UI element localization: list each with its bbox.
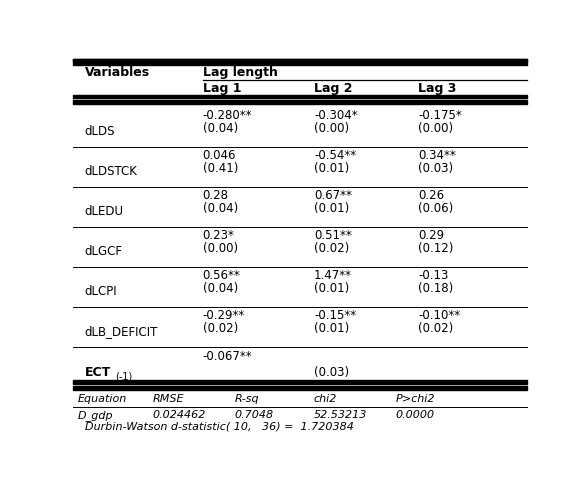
Text: -0.10**: -0.10** xyxy=(418,310,461,322)
Text: (0.04): (0.04) xyxy=(203,122,238,135)
Text: D_gdp: D_gdp xyxy=(78,410,114,421)
Text: 0.046: 0.046 xyxy=(203,149,236,162)
Text: (0.02): (0.02) xyxy=(418,322,454,335)
Text: Lag 1: Lag 1 xyxy=(203,81,241,95)
Text: (0.01): (0.01) xyxy=(314,322,349,335)
Text: (0.03): (0.03) xyxy=(418,162,454,174)
Text: (0.02): (0.02) xyxy=(314,242,349,255)
Text: (0.01): (0.01) xyxy=(314,162,349,174)
Text: (0.06): (0.06) xyxy=(418,202,454,215)
Text: ECT: ECT xyxy=(84,367,111,379)
Text: dLGCF: dLGCF xyxy=(84,245,122,258)
Text: 0.29: 0.29 xyxy=(418,229,445,243)
Text: 0.51**: 0.51** xyxy=(314,229,352,243)
Text: (0.01): (0.01) xyxy=(314,282,349,295)
Text: (-1): (-1) xyxy=(115,372,133,382)
Text: Variables: Variables xyxy=(84,66,150,79)
Text: 0.34**: 0.34** xyxy=(418,149,456,162)
Text: 1.47**: 1.47** xyxy=(314,270,352,282)
Text: (0.03): (0.03) xyxy=(314,367,349,379)
Text: dLB_DEFICIT: dLB_DEFICIT xyxy=(84,325,158,338)
Text: Equation: Equation xyxy=(78,394,127,404)
Text: 0.23*: 0.23* xyxy=(203,229,234,243)
Bar xyxy=(73,100,527,104)
Text: 0.56**: 0.56** xyxy=(203,270,240,282)
Text: (0.04): (0.04) xyxy=(203,202,238,215)
Text: (0.00): (0.00) xyxy=(418,122,454,135)
Text: Lag length: Lag length xyxy=(203,66,278,79)
Text: dLDS: dLDS xyxy=(84,124,115,138)
Text: (0.18): (0.18) xyxy=(418,282,454,295)
Text: 0.67**: 0.67** xyxy=(314,189,352,202)
Text: 0.28: 0.28 xyxy=(203,189,229,202)
Text: -0.280**: -0.280** xyxy=(203,109,252,122)
Text: 0.0000: 0.0000 xyxy=(396,410,435,420)
Text: dLDSTCK: dLDSTCK xyxy=(84,165,138,178)
Text: -0.067**: -0.067** xyxy=(203,349,253,363)
Text: P>chi2: P>chi2 xyxy=(396,394,435,404)
Bar xyxy=(73,59,527,61)
Text: -0.13: -0.13 xyxy=(418,270,449,282)
Text: 0.26: 0.26 xyxy=(418,189,445,202)
Bar xyxy=(73,95,527,98)
Text: 0.7048: 0.7048 xyxy=(234,410,274,420)
Text: Lag 2: Lag 2 xyxy=(314,81,352,95)
Text: dLCPI: dLCPI xyxy=(84,285,117,298)
Bar xyxy=(73,380,527,384)
Text: -0.29**: -0.29** xyxy=(203,310,245,322)
Text: chi2: chi2 xyxy=(314,394,338,404)
Text: RMSE: RMSE xyxy=(153,394,184,404)
Bar xyxy=(73,386,527,390)
Bar xyxy=(73,59,527,65)
Text: (0.41): (0.41) xyxy=(203,162,238,174)
Text: (0.02): (0.02) xyxy=(203,322,238,335)
Text: Durbin-Watson d-statistic( 10,   36) =  1.720384: Durbin-Watson d-statistic( 10, 36) = 1.7… xyxy=(84,421,353,431)
Text: (0.01): (0.01) xyxy=(314,202,349,215)
Text: (0.04): (0.04) xyxy=(203,282,238,295)
Text: R-sq: R-sq xyxy=(234,394,259,404)
Text: 52.53213: 52.53213 xyxy=(314,410,367,420)
Text: -0.15**: -0.15** xyxy=(314,310,356,322)
Text: (0.12): (0.12) xyxy=(418,242,454,255)
Text: -0.175*: -0.175* xyxy=(418,109,462,122)
Text: 0.024462: 0.024462 xyxy=(153,410,206,420)
Text: (0.00): (0.00) xyxy=(314,122,349,135)
Text: (0.00): (0.00) xyxy=(203,242,238,255)
Text: -0.54**: -0.54** xyxy=(314,149,356,162)
Text: Lag 3: Lag 3 xyxy=(418,81,456,95)
Text: -0.304*: -0.304* xyxy=(314,109,357,122)
Text: dLEDU: dLEDU xyxy=(84,205,124,218)
